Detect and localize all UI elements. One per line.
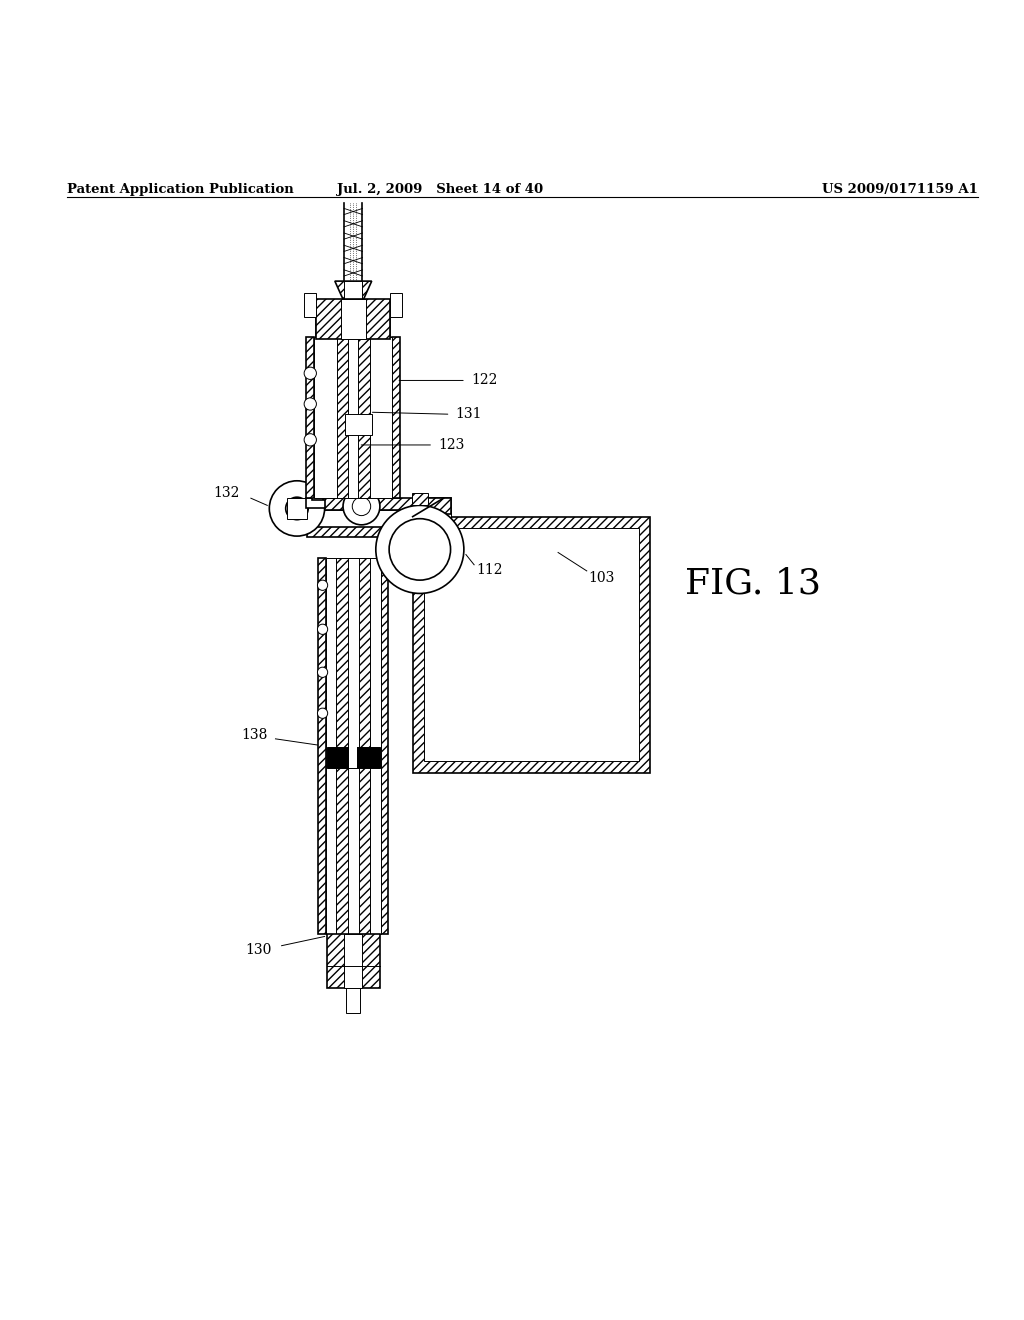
Text: 122: 122 [471, 374, 498, 388]
Polygon shape [326, 557, 381, 935]
Polygon shape [307, 498, 451, 511]
Circle shape [317, 579, 328, 590]
Circle shape [269, 480, 325, 536]
Text: 131: 131 [456, 408, 482, 421]
Polygon shape [307, 511, 451, 527]
Polygon shape [327, 747, 380, 767]
Polygon shape [413, 498, 451, 527]
Polygon shape [412, 494, 428, 506]
Circle shape [286, 498, 308, 520]
Polygon shape [344, 281, 362, 301]
Text: 112: 112 [476, 562, 503, 577]
Text: 130: 130 [246, 942, 272, 957]
Polygon shape [318, 557, 326, 935]
Polygon shape [316, 298, 390, 339]
Text: 103: 103 [589, 572, 615, 585]
Text: 132: 132 [213, 486, 240, 500]
Polygon shape [392, 338, 400, 498]
Text: US 2009/0171159 A1: US 2009/0171159 A1 [822, 182, 978, 195]
Polygon shape [346, 987, 360, 1014]
Circle shape [304, 397, 316, 411]
Polygon shape [413, 516, 650, 772]
Circle shape [376, 506, 464, 594]
Polygon shape [335, 281, 372, 301]
Polygon shape [327, 935, 380, 987]
Polygon shape [348, 338, 358, 498]
Polygon shape [304, 293, 316, 317]
Circle shape [389, 519, 451, 579]
Polygon shape [381, 557, 388, 935]
Text: Jul. 2, 2009   Sheet 14 of 40: Jul. 2, 2009 Sheet 14 of 40 [337, 182, 544, 195]
Polygon shape [348, 557, 358, 935]
Polygon shape [306, 498, 325, 508]
Circle shape [352, 498, 371, 516]
Circle shape [304, 367, 316, 379]
Polygon shape [349, 747, 357, 767]
Polygon shape [316, 301, 390, 338]
Circle shape [317, 624, 328, 635]
Polygon shape [424, 528, 639, 762]
Polygon shape [390, 293, 402, 317]
Text: FIG. 13: FIG. 13 [685, 566, 820, 601]
Polygon shape [345, 414, 372, 434]
Polygon shape [306, 338, 314, 498]
Text: 123: 123 [438, 438, 465, 451]
Circle shape [343, 488, 380, 525]
Circle shape [317, 667, 328, 677]
Text: Patent Application Publication: Patent Application Publication [67, 182, 293, 195]
Polygon shape [337, 338, 370, 498]
Polygon shape [287, 498, 307, 519]
Text: 138: 138 [242, 727, 268, 742]
Polygon shape [341, 298, 366, 339]
Polygon shape [344, 935, 362, 987]
Circle shape [304, 434, 316, 446]
Polygon shape [307, 527, 451, 537]
Circle shape [317, 708, 328, 718]
Polygon shape [314, 338, 392, 498]
Polygon shape [339, 301, 368, 338]
Polygon shape [336, 557, 371, 935]
